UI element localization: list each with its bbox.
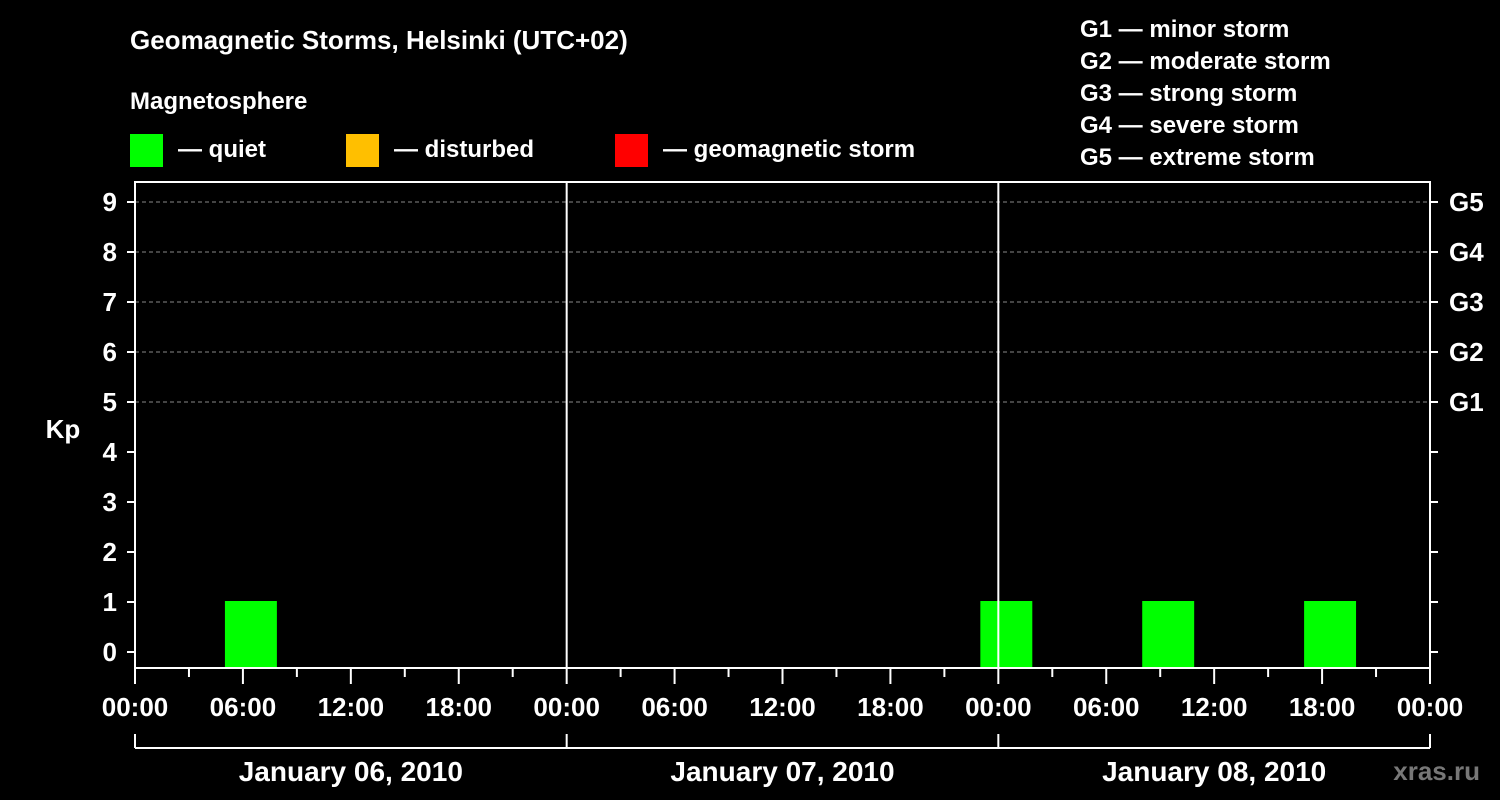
y-tick-label: 7 [103,287,117,317]
y-tick-label: 6 [103,337,117,367]
x-tick-label: 06:00 [1073,692,1140,722]
legend-swatch [346,134,379,167]
storm-scale-legend: G1 — minor storm G2 — moderate storm G3 — … [1080,16,1331,171]
y-axis: 0 1 2 3 4 5 6 7 8 9 [103,187,135,667]
plot-border [134,181,1431,669]
x-tick-label: 00:00 [533,692,600,722]
right-axis-label: G1 [1449,387,1484,417]
watermark: xras.ru [1393,756,1480,786]
kp-bar [980,601,1033,668]
x-tick-label: 18:00 [1289,692,1356,722]
kp-bar [1142,601,1195,668]
y-tick-label: 1 [103,587,117,617]
scale-legend-item: G4 — severe storm [1080,112,1299,139]
x-tick-label: 18:00 [426,692,493,722]
chart-subtitle: Magnetosphere [130,88,307,115]
x-tick-label: 00:00 [965,692,1032,722]
gridlines [135,201,1430,403]
legend-swatch [130,134,163,167]
day-label: January 08, 2010 [1102,756,1326,787]
right-axis-label: G4 [1449,237,1484,267]
legend-label: — disturbed [394,136,534,163]
day-labels: January 06, 2010 January 07, 2010 January … [134,734,1431,787]
scale-legend-item: G1 — minor storm [1080,16,1289,43]
y-tick-label: 2 [103,537,117,567]
right-axis-label: G3 [1449,287,1484,317]
y-axis-label: Kp [46,414,81,444]
chart-title: Geomagnetic Storms, Helsinki (UTC+02) [130,25,628,55]
x-tick-label: 06:00 [210,692,277,722]
x-tick-label: 00:00 [1397,692,1464,722]
legend-label: — quiet [178,136,266,163]
right-axis-label: G2 [1449,337,1484,367]
x-tick-label: 12:00 [749,692,816,722]
y-tick-label: 0 [103,637,117,667]
day-label: January 07, 2010 [670,756,894,787]
y-tick-label: 5 [103,387,117,417]
y-tick-label: 9 [103,187,117,217]
scale-legend-item: G3 — strong storm [1080,80,1297,107]
right-axis: G1 G2 G3 G4 G5 [1430,187,1484,653]
x-tick-label: 00:00 [102,692,169,722]
scale-legend-item: G2 — moderate storm [1080,48,1331,75]
plot-frame [134,181,1431,669]
y-tick-label: 3 [103,487,117,517]
scale-legend-item: G5 — extreme storm [1080,144,1315,171]
kp-bar [1304,601,1357,668]
day-label: January 06, 2010 [239,756,463,787]
legend: — quiet — disturbed — geomagnetic storm [130,134,915,167]
x-tick-label: 18:00 [857,692,924,722]
x-axis: 00:00 06:00 12:00 18:00 00:00 06:00 12:00 18:00… [102,668,1464,722]
bars [224,601,1357,668]
right-axis-label: G5 [1449,187,1484,217]
x-tick-label: 06:00 [641,692,708,722]
kp-bar [224,601,277,668]
y-tick-label: 8 [103,237,117,267]
y-tick-label: 4 [103,437,118,467]
x-tick-label: 12:00 [1181,692,1248,722]
legend-label: — geomagnetic storm [663,136,915,163]
x-tick-label: 12:00 [318,692,385,722]
legend-swatch [615,134,648,167]
